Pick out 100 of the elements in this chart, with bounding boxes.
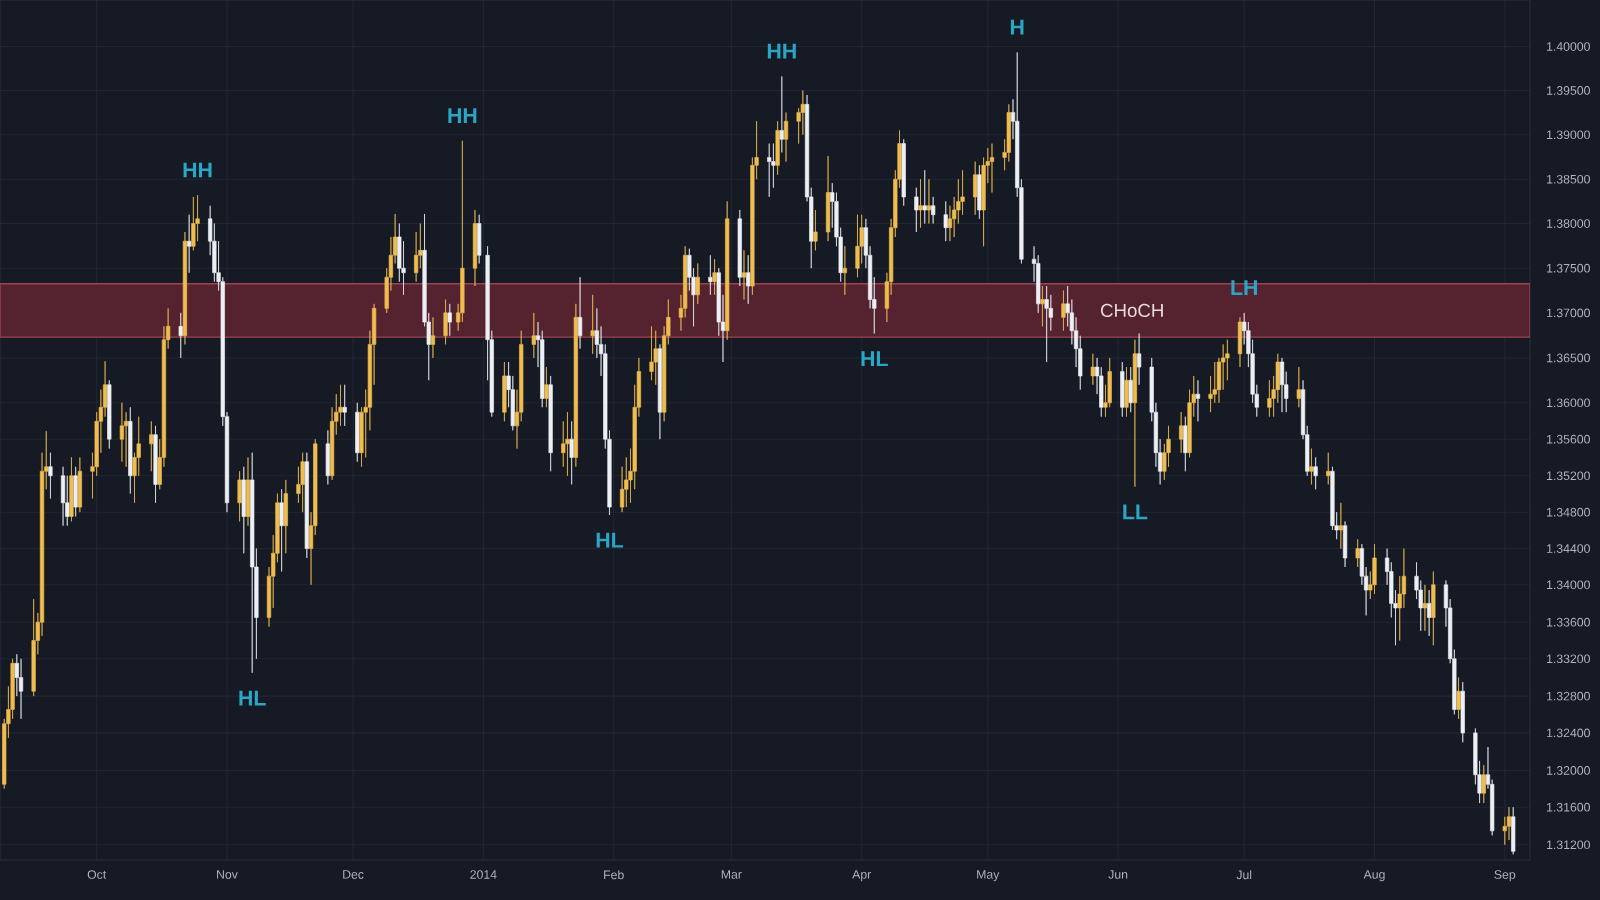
candlestick [649,326,654,381]
candlestick [540,330,545,408]
candlestick [926,178,932,224]
candlestick [119,402,124,463]
candlestick [973,161,978,216]
candlestick [1431,571,1436,646]
candlestick [1132,339,1137,487]
candlestick [569,421,574,485]
candlestick [77,457,82,513]
candlestick [73,466,78,517]
candlestick [1456,677,1461,720]
candlestick [1460,681,1465,743]
candlestick [1090,353,1095,386]
candlestick [746,254,751,305]
candlestick [918,178,923,228]
candlestick [128,406,133,494]
candlestick [943,201,948,242]
candlestick [502,361,507,422]
candlestick [1309,448,1314,485]
candlestick [577,276,583,350]
candlestick [1061,290,1066,332]
candlestick [783,112,789,162]
candlestick [355,402,360,463]
candlestick [531,312,536,359]
annotation: HL [239,690,266,706]
candlestick [414,231,419,283]
candlestick [1124,366,1129,417]
candlestick [283,479,288,554]
candlestick [901,138,906,207]
candlestick [931,196,936,224]
candlestick [708,254,713,296]
annotation: HH [183,162,212,178]
candlestick [1372,543,1377,595]
candlestick [1137,333,1142,386]
candlestick [1179,411,1184,454]
candlestick [1427,589,1432,637]
candlestick [237,470,242,522]
candlestick [1120,361,1125,417]
candlestick [565,411,570,477]
candlestick [1267,379,1272,417]
candlestick [1313,457,1318,490]
candlestick [1044,285,1049,363]
candlestick [544,366,549,408]
candlestick [989,143,995,193]
candlestick [725,201,730,341]
candlestick [914,187,919,233]
candlestick [1183,416,1188,472]
candlestick [653,330,658,386]
candlestick [69,457,74,522]
candlestick [1355,538,1360,568]
annotation: HH [448,108,477,123]
candlestick [779,76,784,153]
candlestick [245,457,251,527]
annotation: HL [861,351,888,367]
candlestick [60,466,66,527]
candlestick [960,169,965,216]
candlestick [1481,764,1486,804]
candlestick [922,169,927,224]
candlestick [800,90,805,136]
candlestick [107,379,112,449]
candlestick [1326,452,1331,485]
candlestick [300,452,305,513]
candlestick [825,155,831,242]
candlestick [1195,379,1201,422]
candlestick [548,375,553,472]
candlestick [737,209,742,287]
candlestick [1036,254,1041,314]
candlestick [18,658,24,720]
candlestick [573,303,578,468]
candlestick [695,263,700,305]
annotation: HL [596,532,624,548]
candlestick [460,140,465,323]
candlestick [1279,357,1285,413]
candlestick [741,250,747,300]
candlestick [1040,285,1045,327]
candlestick [771,143,776,189]
annotation: LL [1123,504,1148,520]
candlestick [149,421,154,472]
candlestick [1237,317,1243,368]
candlestick [472,209,478,287]
candlestick [187,214,192,274]
candlestick [430,317,436,359]
candlestick [304,452,309,559]
candlestick [775,120,780,176]
candlestick [447,303,452,337]
candlestick [1511,806,1516,855]
candlestick [855,214,860,278]
candlestick [1128,366,1133,413]
candlestick [325,430,330,485]
candlestick [1296,366,1301,408]
candlestick [241,466,246,554]
candlestick [842,245,847,296]
band-label: CHoCH [1101,303,1163,318]
candlestick [191,196,196,251]
candlestick [813,209,818,251]
candlestick [338,384,343,427]
candlestick [443,299,448,345]
candlestick [590,294,595,355]
candlestick [477,214,482,264]
candlestick [279,488,284,572]
